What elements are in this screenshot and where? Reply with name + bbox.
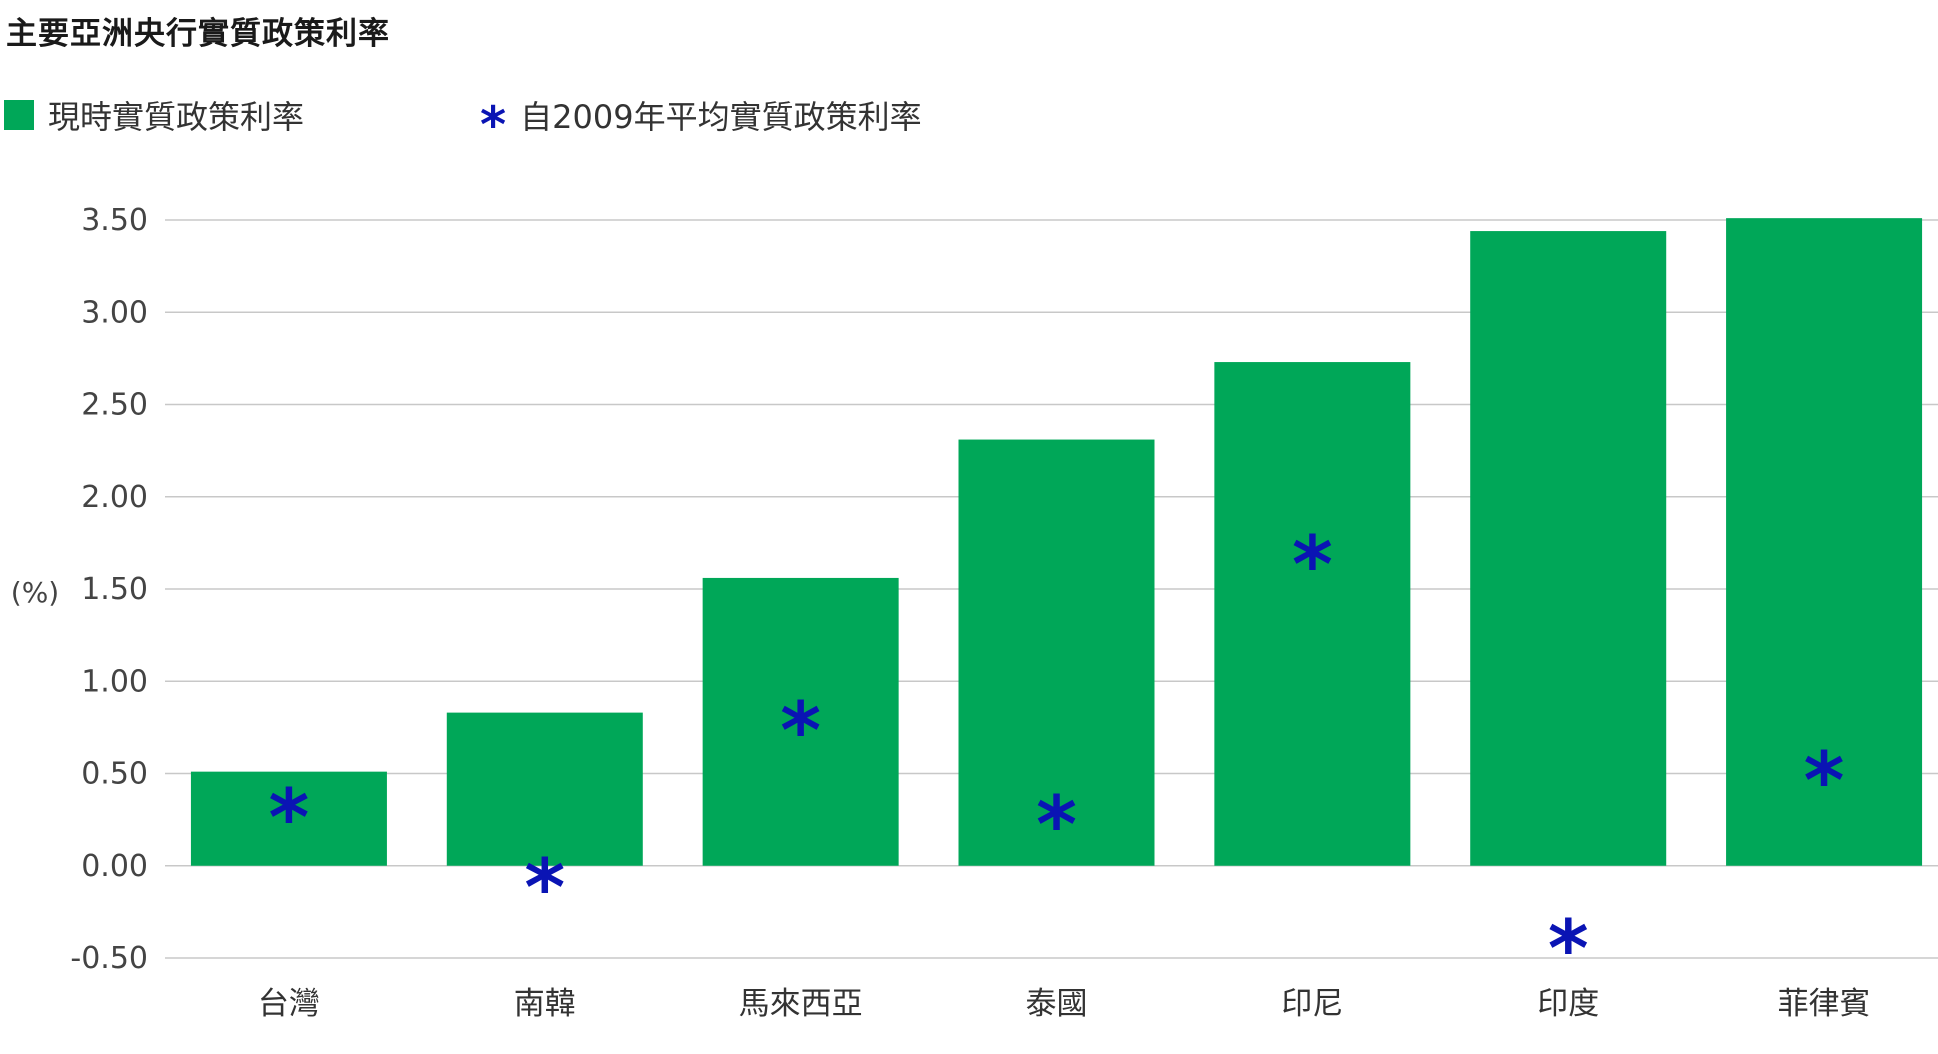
y-tick-label: 0.50: [81, 757, 148, 792]
y-tick-label: 3.00: [81, 295, 148, 330]
chart-title: 主要亞洲央行實質政策利率: [6, 16, 390, 52]
average-marker: *: [524, 844, 565, 934]
average-marker: *: [780, 687, 821, 777]
y-tick-label: 1.50: [81, 572, 148, 607]
category-label: 馬來西亞: [739, 986, 863, 1022]
legend-label-bar: 現時實質政策利率: [48, 98, 305, 136]
bar: [1726, 218, 1923, 866]
y-axis-label: (%): [11, 576, 59, 609]
average-markers: * * * * * * *: [269, 521, 1845, 995]
x-axis-categories: 台灣 南韓 馬來西亞 泰國 印尼 印度 菲律賓: [258, 986, 1871, 1022]
average-marker: *: [269, 774, 310, 864]
y-tick-label: 3.50: [81, 203, 148, 238]
y-tick-label: 0.00: [81, 849, 148, 884]
category-label: 菲律賓: [1778, 986, 1871, 1022]
bars: [190, 218, 1923, 866]
legend-item-average: * 自2009年平均實質政策利率: [480, 92, 922, 150]
bar: [190, 771, 387, 866]
average-marker: *: [1548, 905, 1589, 995]
y-tick-label: -0.50: [70, 941, 148, 976]
legend-label-average: 自2009年平均實質政策利率: [520, 98, 922, 136]
category-label: 印尼: [1281, 986, 1343, 1022]
y-tick-label: 2.50: [81, 388, 148, 423]
average-marker: *: [1804, 737, 1845, 827]
bar: [1214, 362, 1411, 866]
category-label: 印度: [1537, 986, 1599, 1022]
y-tick-label: 2.00: [81, 480, 148, 515]
bar: [702, 577, 899, 866]
bar: [958, 439, 1155, 866]
y-axis-ticks: 3.50 3.00 2.50 2.00 1.50 1.00 0.50 0.00 -0.50: [70, 203, 148, 976]
legend-swatch: [4, 100, 34, 130]
average-marker: *: [1292, 521, 1333, 611]
bar: [446, 712, 643, 866]
bar: [1470, 231, 1667, 866]
category-label: 南韓: [514, 986, 576, 1022]
y-tick-label: 1.00: [81, 664, 148, 699]
category-label: 台灣: [258, 986, 320, 1022]
category-label: 泰國: [1026, 986, 1088, 1022]
legend-item-bar: 現時實質政策利率: [4, 92, 304, 138]
average-marker: *: [1036, 781, 1077, 871]
